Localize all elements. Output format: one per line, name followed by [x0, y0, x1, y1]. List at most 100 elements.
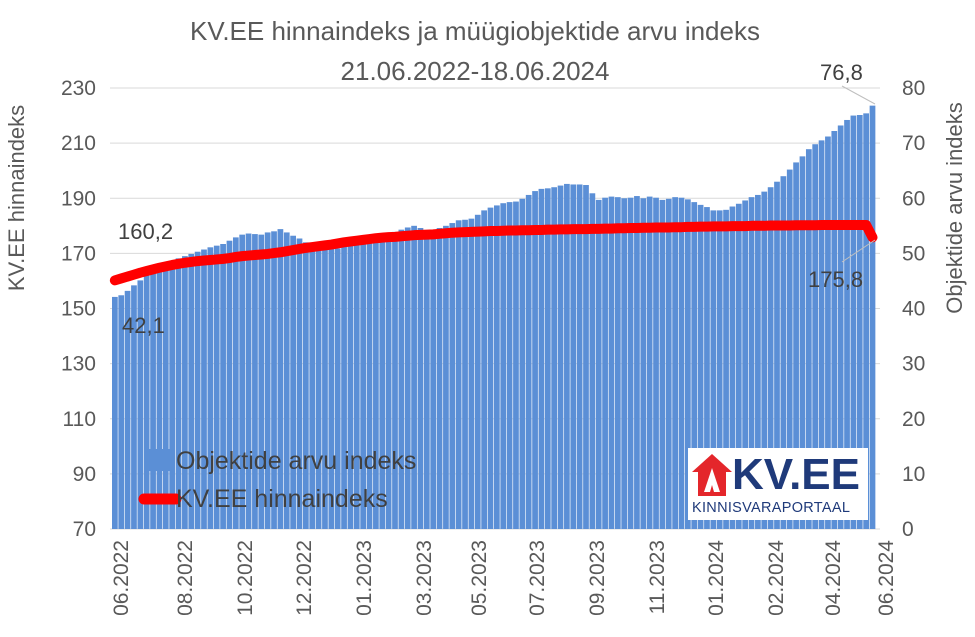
bar	[462, 219, 468, 529]
bar	[213, 245, 220, 529]
bar	[621, 198, 628, 529]
bar	[742, 200, 749, 529]
x-tick-label: 10.2022	[234, 540, 257, 616]
x-tick-label: 01.2024	[705, 540, 728, 616]
bar	[863, 113, 869, 530]
bar	[786, 169, 793, 529]
right-tick-label: 10	[902, 463, 925, 486]
bar	[608, 196, 615, 529]
bar	[436, 228, 443, 529]
bar	[309, 244, 316, 529]
bar	[570, 184, 577, 529]
right-tick-label: 20	[902, 408, 925, 431]
bar	[264, 232, 271, 529]
bar	[341, 246, 347, 529]
right-tick-label: 80	[902, 77, 925, 100]
bar-series-objektide-arvu-indeks	[112, 105, 876, 530]
bar	[322, 245, 328, 530]
bar	[500, 203, 507, 529]
x-axis-ticks: 06.2022 08.2022 10.2022 12.2022 01.2023 03.20…	[110, 540, 898, 616]
bar	[761, 191, 768, 529]
bar	[417, 228, 424, 529]
x-tick-label: 02.2024	[765, 540, 788, 616]
bar	[513, 201, 519, 529]
bar	[239, 234, 246, 529]
line-series-kv-ee-hinnaindeks	[109, 219, 878, 286]
bar	[723, 209, 729, 529]
left-tick-label: 130	[61, 353, 96, 376]
bar	[659, 199, 666, 529]
left-tick-label: 190	[61, 187, 96, 210]
x-tick-label: 11.2023	[646, 540, 669, 614]
label-first-price: 160,2	[118, 219, 173, 244]
x-tick-label: 08.2022	[174, 540, 197, 616]
bar	[201, 249, 207, 529]
left-axis-label: KV.EE hinnaindeks	[4, 105, 29, 291]
bar	[831, 131, 838, 529]
bar	[780, 176, 787, 529]
bar	[385, 234, 392, 529]
bar	[290, 235, 296, 530]
bar	[315, 243, 322, 529]
bar	[379, 236, 386, 529]
bar	[137, 280, 144, 529]
right-tick-label: 50	[902, 242, 925, 265]
bar	[767, 187, 774, 529]
bar	[150, 271, 156, 529]
bar	[188, 253, 195, 529]
bar	[837, 125, 844, 529]
bar	[799, 156, 806, 530]
bar	[277, 229, 284, 529]
bar	[449, 223, 456, 529]
legend-swatch-bar	[146, 449, 174, 471]
bar	[634, 196, 640, 530]
bar	[564, 183, 570, 530]
bar	[366, 241, 373, 529]
right-axis-label: Objektide arvu indeks	[942, 102, 967, 314]
bar	[869, 105, 876, 529]
bar	[392, 231, 398, 529]
bar	[124, 290, 131, 529]
data-labels: 160,2 42,1 76,8 175,8	[118, 60, 876, 338]
bar	[825, 136, 831, 529]
chart-subtitle: 21.06.2022-18.06.2024	[341, 56, 610, 86]
bar	[583, 185, 589, 529]
bar	[303, 242, 309, 529]
bar	[220, 244, 226, 529]
bar	[232, 237, 239, 529]
bar	[156, 267, 163, 529]
bar	[755, 194, 761, 529]
bar	[143, 275, 150, 529]
bar	[716, 210, 723, 529]
right-tick-label: 70	[902, 132, 925, 155]
x-tick-label: 12.2022	[293, 540, 316, 616]
bar	[818, 140, 825, 529]
bar	[812, 144, 819, 530]
bar	[494, 205, 500, 530]
bar	[404, 227, 411, 529]
bar	[729, 206, 736, 529]
bar	[175, 258, 182, 529]
kv-ee-logo: KV.EE KINNISVARAPORTAAL	[688, 448, 868, 520]
bar	[169, 260, 176, 529]
x-tick-label: 07.2023	[526, 540, 549, 616]
bar	[430, 230, 437, 529]
x-tick-label: 06.2022	[110, 540, 133, 616]
right-axis-ticks: 0 10 20 30 40 50 60 70 80	[902, 77, 925, 541]
label-last-count: 76,8	[820, 60, 863, 85]
bar	[226, 240, 233, 529]
label-last-price: 175,8	[808, 267, 863, 292]
bar	[646, 196, 653, 529]
bar	[162, 263, 169, 529]
left-tick-label: 110	[63, 408, 96, 431]
bar	[353, 244, 360, 529]
x-tick-label: 04.2024	[822, 540, 845, 616]
left-tick-label: 90	[73, 463, 96, 486]
bar	[685, 199, 691, 529]
bar	[793, 162, 799, 530]
left-tick-label: 210	[61, 132, 96, 155]
bar	[334, 248, 341, 529]
left-tick-label: 70	[73, 518, 96, 541]
bar	[595, 199, 602, 529]
